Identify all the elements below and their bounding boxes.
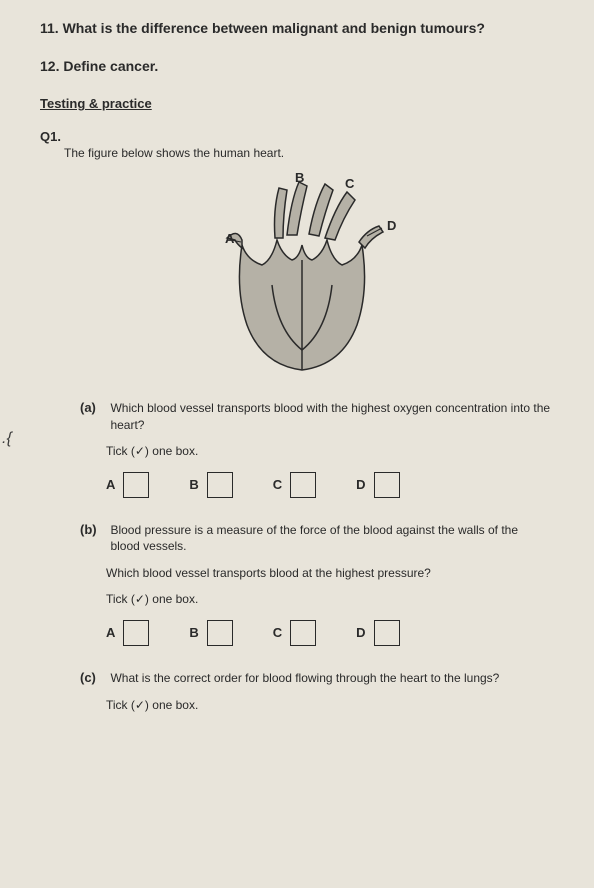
part-c-text: What is the correct order for blood flow… (110, 670, 550, 687)
part-a-tick: Tick (✓) one box. (106, 444, 564, 458)
choice-label: A (106, 625, 115, 640)
part-c-label: (c) (80, 670, 106, 685)
q1-intro: The figure below shows the human heart. (64, 146, 564, 160)
checkbox-a-d[interactable] (374, 472, 400, 498)
choice-label: D (356, 625, 365, 640)
choice-a-d: D (356, 472, 399, 498)
checkbox-a-c[interactable] (290, 472, 316, 498)
choice-a-a: A (106, 472, 149, 498)
choice-label: B (189, 625, 198, 640)
choice-label: C (273, 477, 282, 492)
part-a-choices: A B C D (106, 472, 564, 498)
diagram-label-a: A (225, 231, 235, 246)
checkbox-b-c[interactable] (290, 620, 316, 646)
heart-svg: A B C D (187, 170, 417, 380)
part-a-text: Which blood vessel transports blood with… (110, 400, 550, 434)
diagram-label-b: B (295, 170, 304, 185)
choice-label: A (106, 477, 115, 492)
heart-diagram: A B C D (40, 170, 564, 380)
choice-a-c: C (273, 472, 316, 498)
choice-b-b: B (189, 620, 232, 646)
part-b-label: (b) (80, 522, 106, 537)
margin-mark: .{ (2, 430, 12, 448)
q1-label: Q1. (40, 129, 564, 144)
part-a: (a) Which blood vessel transports blood … (80, 400, 564, 498)
checkbox-b-a[interactable] (123, 620, 149, 646)
section-heading: Testing & practice (40, 96, 564, 111)
question-11: 11. What is the difference between malig… (40, 20, 564, 36)
part-b-tick: Tick (✓) one box. (106, 592, 564, 606)
choice-label: B (189, 477, 198, 492)
choice-label: C (273, 625, 282, 640)
part-b-text: Which blood vessel transports blood at t… (106, 565, 546, 582)
choice-a-b: B (189, 472, 232, 498)
part-b: (b) Blood pressure is a measure of the f… (80, 522, 564, 646)
choice-label: D (356, 477, 365, 492)
question-12: 12. Define cancer. (40, 58, 564, 74)
choice-b-d: D (356, 620, 399, 646)
choice-b-a: A (106, 620, 149, 646)
checkbox-b-d[interactable] (374, 620, 400, 646)
diagram-label-c: C (345, 176, 355, 191)
diagram-label-d: D (387, 218, 396, 233)
choice-b-c: C (273, 620, 316, 646)
checkbox-b-b[interactable] (207, 620, 233, 646)
part-b-choices: A B C D (106, 620, 564, 646)
part-b-intro: Blood pressure is a measure of the force… (110, 522, 550, 556)
checkbox-a-b[interactable] (207, 472, 233, 498)
checkbox-a-a[interactable] (123, 472, 149, 498)
part-a-label: (a) (80, 400, 106, 415)
part-c: (c) What is the correct order for blood … (80, 670, 564, 712)
part-c-tick: Tick (✓) one box. (106, 698, 564, 712)
